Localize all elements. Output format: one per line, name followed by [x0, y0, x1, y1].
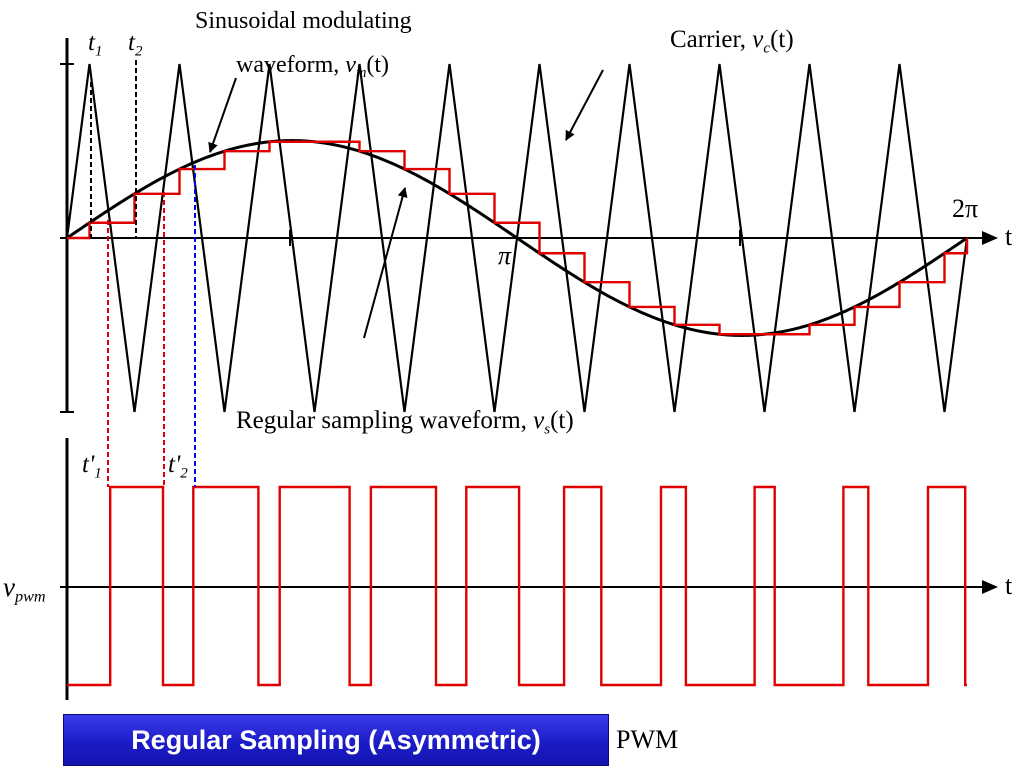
modulating-title-line2: waveform, vm(t): [236, 52, 390, 82]
pwm-output-waveform: [67, 485, 967, 687]
modulating-waveform: [66, 139, 968, 337]
t1-label: t1: [88, 29, 103, 60]
t2-label: t2: [128, 29, 143, 60]
top-t-axis-label: t: [1005, 222, 1013, 251]
pwm-suffix-label: PWM: [616, 725, 679, 754]
carrier-arrow: [565, 69, 604, 141]
title-banner: Regular Sampling (Asymmetric): [63, 714, 609, 766]
banner-text: Regular Sampling (Asymmetric): [131, 724, 541, 755]
carrier-title: Carrier, vc(t): [670, 26, 794, 57]
t2-prime-label: t'2: [168, 451, 188, 482]
vpwm-label: vpwm: [3, 572, 46, 606]
bottom-t-axis-label: t: [1005, 571, 1013, 600]
sampled-arrow: [363, 187, 408, 339]
t1-prime-label: t'1: [82, 451, 102, 482]
regular-sampling-waveform: [67, 140, 969, 336]
two-pi-label: 2π: [952, 194, 979, 223]
top-time-axis-arrow: [982, 231, 998, 245]
bottom-time-axis-arrow: [982, 580, 998, 594]
pi-label: π: [498, 241, 512, 270]
modulating-arrow: [208, 77, 237, 153]
regular-sampling-title: Regular sampling waveform, vs(t): [236, 407, 574, 438]
modulating-title-line1: Sinusoidal modulating: [195, 8, 412, 34]
